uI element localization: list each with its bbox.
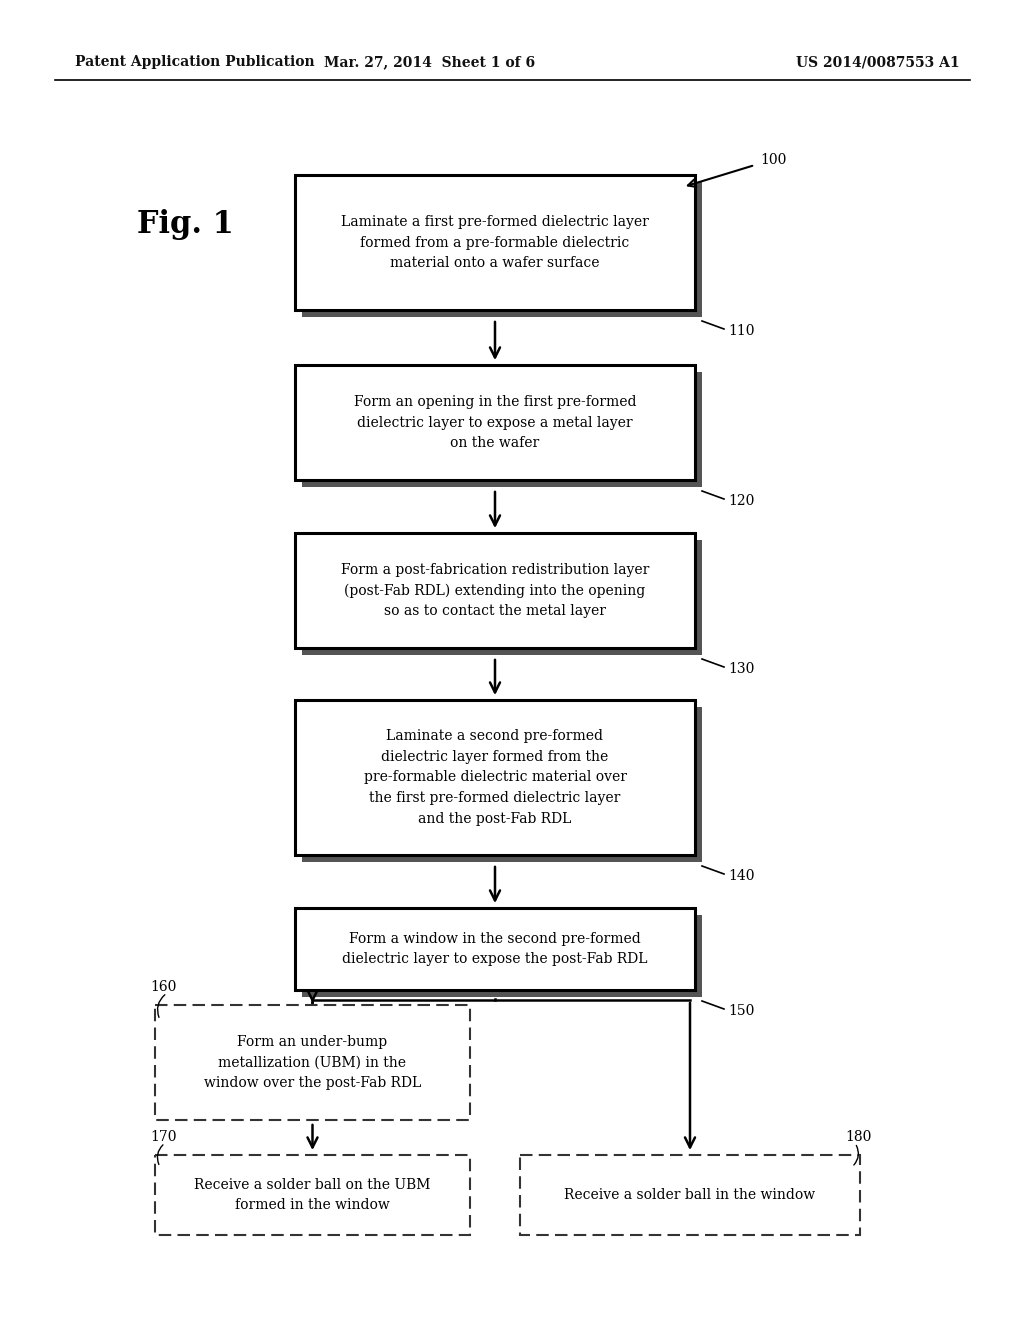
Bar xyxy=(520,1155,860,1236)
Text: 110: 110 xyxy=(728,323,755,338)
Text: 170: 170 xyxy=(150,1130,176,1144)
Bar xyxy=(302,182,702,317)
Bar xyxy=(295,366,695,480)
Bar xyxy=(295,700,695,855)
Bar xyxy=(302,540,702,655)
Text: Laminate a first pre-formed dielectric layer
formed from a pre-formable dielectr: Laminate a first pre-formed dielectric l… xyxy=(341,215,649,271)
Bar xyxy=(302,708,702,862)
Text: 120: 120 xyxy=(728,494,755,508)
Text: Form an opening in the first pre-formed
dielectric layer to expose a metal layer: Form an opening in the first pre-formed … xyxy=(353,395,636,450)
Bar xyxy=(155,1005,470,1119)
Text: 140: 140 xyxy=(728,869,755,883)
Bar xyxy=(302,915,702,997)
Text: Form a window in the second pre-formed
dielectric layer to expose the post-Fab R: Form a window in the second pre-formed d… xyxy=(342,932,648,966)
Text: Fig. 1: Fig. 1 xyxy=(136,210,233,240)
Text: Receive a solder ball on the UBM
formed in the window: Receive a solder ball on the UBM formed … xyxy=(195,1177,431,1212)
Bar xyxy=(155,1155,470,1236)
Bar xyxy=(295,176,695,310)
Text: 150: 150 xyxy=(728,1005,755,1018)
Bar xyxy=(295,533,695,648)
Text: Patent Application Publication: Patent Application Publication xyxy=(75,55,314,69)
Text: Mar. 27, 2014  Sheet 1 of 6: Mar. 27, 2014 Sheet 1 of 6 xyxy=(325,55,536,69)
Text: Form an under-bump
metallization (UBM) in the
window over the post-Fab RDL: Form an under-bump metallization (UBM) i… xyxy=(204,1035,421,1090)
Text: US 2014/0087553 A1: US 2014/0087553 A1 xyxy=(797,55,961,69)
Text: 100: 100 xyxy=(760,153,786,168)
Text: Form a post-fabrication redistribution layer
(post-Fab RDL) extending into the o: Form a post-fabrication redistribution l… xyxy=(341,562,649,618)
Text: 130: 130 xyxy=(728,663,755,676)
Text: 180: 180 xyxy=(845,1130,871,1144)
Text: Laminate a second pre-formed
dielectric layer formed from the
pre-formable diele: Laminate a second pre-formed dielectric … xyxy=(364,729,627,826)
Bar xyxy=(295,908,695,990)
Text: Receive a solder ball in the window: Receive a solder ball in the window xyxy=(564,1188,815,1203)
Bar xyxy=(302,372,702,487)
Text: 160: 160 xyxy=(150,979,176,994)
